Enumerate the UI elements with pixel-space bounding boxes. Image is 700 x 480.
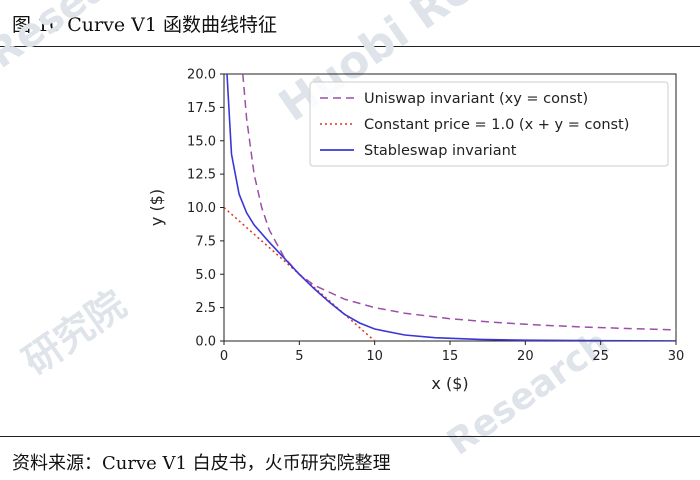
x-tick-label: 30 <box>668 349 685 364</box>
y-tick-label: 12.5 <box>187 168 216 183</box>
legend-label: Constant price = 1.0 (x + y = const) <box>364 117 629 133</box>
y-tick-label: 0.0 <box>195 335 216 350</box>
figure-title: 图 10 Curve V1 函数曲线特征 <box>12 14 277 36</box>
x-tick-label: 25 <box>592 349 609 364</box>
y-tick-label: 17.5 <box>187 101 216 116</box>
y-tick-label: 2.5 <box>195 301 216 316</box>
x-axis-label: x ($) <box>431 374 468 393</box>
legend-label: Stableswap invariant <box>364 143 517 159</box>
legend-label: Uniswap invariant (xy = const) <box>364 91 588 107</box>
series-line-1 <box>242 74 676 331</box>
y-tick-label: 20.0 <box>187 68 216 83</box>
x-tick-label: 10 <box>366 349 383 364</box>
figure-source: 资料来源：Curve V1 白皮书，火币研究院整理 <box>12 453 391 474</box>
x-tick-label: 15 <box>442 349 459 364</box>
y-tick-label: 5.0 <box>195 268 216 283</box>
series-line-3 <box>226 74 676 341</box>
y-tick-label: 7.5 <box>195 234 216 249</box>
legend: Uniswap invariant (xy = const) Constant p… <box>309 81 669 167</box>
y-tick-label: 10.0 <box>187 201 216 216</box>
figure-footer: 资料来源：Curve V1 白皮书，火币研究院整理 <box>0 436 700 480</box>
x-tick-label: 5 <box>295 349 303 364</box>
legend-box <box>309 81 669 167</box>
y-axis-label: y ($) <box>147 189 166 226</box>
x-tick-label: 20 <box>517 349 534 364</box>
y-tick-label: 15.0 <box>187 134 216 149</box>
x-tick-label: 0 <box>220 349 228 364</box>
figure-header: 图 10 Curve V1 函数曲线特征 <box>0 0 700 47</box>
